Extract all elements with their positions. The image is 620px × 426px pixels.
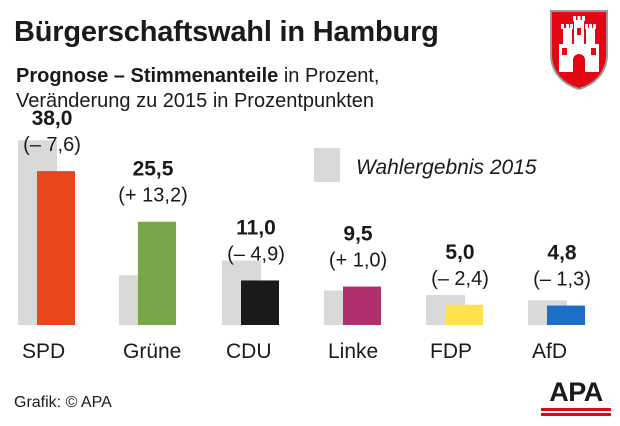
apa-logo-bars: [541, 408, 611, 416]
value-label-1: 25,5: [133, 158, 174, 181]
hamburg-crest-icon: [550, 10, 608, 91]
change-label-4: (– 2,4): [431, 268, 489, 290]
bars-prognose: [37, 171, 585, 325]
category-label-3: Linke: [328, 340, 378, 363]
subtitle-bold: Prognose – Stimmenanteile: [16, 65, 279, 87]
apa-logo-text: APA: [549, 377, 603, 407]
value-labels: 38,0 25,5 11,0 9,5 5,0 4,8: [32, 107, 577, 264]
bar-prognose-4: [445, 304, 483, 325]
bar-prognose-3: [343, 286, 381, 325]
subtitle-line2: Veränderung zu 2015 in Prozentpunkten: [16, 90, 375, 112]
bar-prognose-1: [138, 221, 176, 325]
category-label-2: CDU: [226, 340, 272, 363]
change-label-1: (+ 13,2): [118, 185, 187, 207]
value-label-2: 11,0: [236, 216, 276, 239]
change-label-0: (– 7,6): [23, 134, 81, 156]
category-label-5: AfD: [532, 340, 567, 363]
legend-swatch: [314, 148, 340, 182]
value-label-3: 9,5: [343, 223, 373, 246]
apa-logo: APA: [541, 379, 611, 416]
value-label-4: 5,0: [445, 241, 474, 264]
legend-label: Wahlergebnis 2015: [356, 156, 537, 179]
change-label-5: (– 1,3): [533, 269, 591, 291]
category-label-4: FDP: [430, 340, 472, 363]
change-labels: (– 7,6) (+ 13,2) (– 4,9) (+ 1,0) (– 2,4) (– 1…: [23, 134, 591, 290]
value-label-5: 4,8: [547, 242, 577, 265]
chart-subtitle: Prognose – Stimmenanteile in Prozent, Ve…: [16, 64, 379, 114]
change-label-3: (+ 1,0): [329, 250, 387, 272]
chart-title: Bürgerschaftswahl in Hamburg: [14, 16, 439, 48]
change-label-2: (– 4,9): [227, 243, 285, 265]
category-label-0: SPD: [22, 340, 65, 363]
value-label-0: 38,0: [32, 107, 73, 130]
category-labels: SPD Grüne CDU Linke FDP AfD: [22, 340, 567, 363]
credit-text: Grafik: © APA: [14, 394, 112, 411]
category-label-1: Grüne: [123, 340, 181, 363]
bar-prognose-5: [547, 305, 585, 325]
bar-prognose-2: [241, 280, 279, 325]
legend: Wahlergebnis 2015: [314, 148, 537, 182]
bar-prognose-0: [37, 171, 75, 325]
subtitle-rest: in Prozent,: [278, 65, 380, 87]
